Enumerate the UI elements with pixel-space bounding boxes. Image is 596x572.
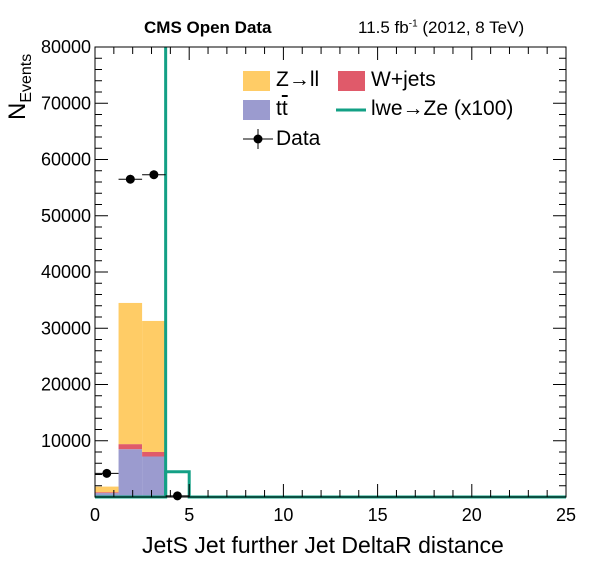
axis-tick-labels: 0 5 10 15 20 25 10000 20000 30000 40000 50000 60000…	[41, 37, 576, 525]
bar-zll-1	[118, 302, 143, 445]
legend-data-marker	[243, 129, 273, 149]
legend-signal-line	[336, 108, 366, 112]
data-point-0	[95, 468, 119, 478]
y-tick-label: 40000	[41, 262, 91, 282]
luminosity-label: 11.5 fb-1 (2012, 8 TeV)	[358, 18, 525, 37]
legend-label-wjets: W+jets	[371, 68, 436, 91]
data-point-2	[142, 170, 166, 180]
bar-zll-2	[142, 320, 166, 452]
bar-wjets-0	[95, 492, 119, 494]
bar-wjets-1	[118, 444, 143, 450]
bar-ttbar-1	[118, 449, 143, 497]
y-tick-label: 60000	[41, 150, 91, 170]
data-points	[95, 170, 190, 501]
x-tick-label: 15	[368, 505, 388, 525]
legend-label-data: Data	[276, 127, 321, 150]
legend-swatch-ttbar	[243, 100, 270, 120]
data-marker-1	[125, 174, 135, 184]
experiment-label: CMS Open Data	[144, 18, 272, 37]
legend-label-signal: lwe→Ze (x100)	[371, 97, 514, 120]
legend-label-zll: Z→ll	[276, 68, 320, 91]
data-marker-2	[149, 170, 159, 180]
legend-label-ttbar: tt	[276, 97, 288, 120]
y-tick-label: 10000	[41, 431, 91, 451]
y-tick-label: 80000	[41, 37, 91, 57]
y-tick-label: 50000	[41, 206, 91, 226]
data-marker-3	[172, 491, 182, 501]
data-point-3	[165, 491, 190, 501]
x-tick-label: 20	[462, 505, 482, 525]
data-point-1	[118, 174, 143, 184]
x-tick-label: 10	[273, 505, 293, 525]
bar-ttbar-2	[142, 456, 166, 497]
x-tick-label: 0	[90, 505, 100, 525]
bar-ttbar-0	[95, 493, 119, 497]
data-marker-0	[102, 468, 112, 478]
histogram-bars	[95, 302, 166, 497]
x-axis-label: JetS Jet further Jet DeltaR distance	[142, 532, 504, 558]
axis-ticks	[94, 46, 567, 498]
legend-swatch-wjets	[338, 71, 365, 91]
y-axis-label: NEvents	[4, 53, 35, 120]
x-tick-label: 5	[184, 505, 194, 525]
legend-swatch-zll	[243, 71, 270, 91]
y-tick-label: 70000	[41, 93, 91, 113]
bar-wjets-2	[142, 452, 166, 457]
bar-zll-0	[95, 486, 119, 493]
y-tick-label: 20000	[41, 375, 91, 395]
x-tick-label: 25	[556, 505, 576, 525]
y-tick-label: 30000	[41, 318, 91, 338]
